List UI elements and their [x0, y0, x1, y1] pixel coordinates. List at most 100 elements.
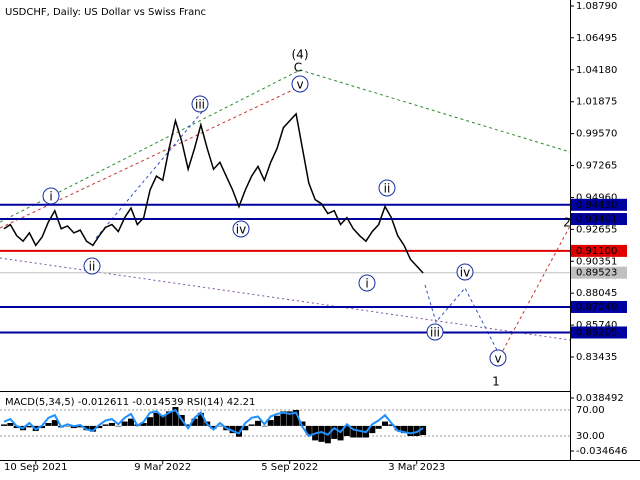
- x-tick-label: 5 Sep 2022: [261, 462, 318, 473]
- level-label: 0.89523: [576, 268, 617, 279]
- macd-bar: [299, 421, 306, 426]
- wave-line: [499, 225, 571, 357]
- macd-bar: [267, 420, 274, 426]
- y-tick-label: 0.94960: [576, 192, 617, 203]
- macd-bar: [420, 425, 427, 436]
- price-series: [3, 112, 424, 274]
- macd-bar: [39, 425, 46, 429]
- macd-bar: [293, 409, 300, 426]
- level-label-bg: [571, 198, 627, 211]
- y-tick-label: 0.99570: [576, 129, 617, 140]
- macd-bar: [96, 425, 103, 429]
- level-label: 0.85205: [576, 327, 617, 338]
- rsi-line: [3, 408, 424, 438]
- macd-bar: [102, 424, 109, 426]
- macd-bar: [318, 425, 325, 442]
- level-label-bg: [571, 244, 627, 257]
- macd-bar: [235, 425, 242, 437]
- macd-bar: [216, 425, 223, 427]
- wave-label: i: [365, 277, 368, 291]
- y-tick-label: 1.06495: [576, 33, 617, 44]
- wave-circle: [291, 75, 309, 93]
- wave-circle: [83, 257, 101, 275]
- macd-bar: [89, 425, 96, 432]
- macd-bar: [140, 422, 147, 426]
- chart-title: USDCHF, Daily: US Dollar vs Swiss Franc: [5, 7, 206, 18]
- indicator-title: MACD(5,34,5) -0.012611 -0.014539 RSI(14)…: [5, 397, 255, 408]
- wave-label: v: [494, 352, 501, 366]
- y-tick-label: 0.90351: [576, 256, 617, 267]
- y-tick-label: 1.08790: [576, 1, 617, 12]
- level-label-bg: [571, 326, 627, 339]
- macd-bar: [115, 425, 122, 427]
- wave-line: [0, 69, 571, 223]
- level-label: 0.94430: [576, 200, 617, 211]
- level-label-bg: [571, 300, 627, 313]
- macd-bar: [210, 425, 217, 429]
- macd-bar: [108, 422, 115, 426]
- wave-circle: [489, 349, 507, 367]
- wave-circle: [456, 263, 474, 281]
- wave-label: iii: [430, 326, 440, 340]
- wave-circle: [191, 95, 209, 113]
- y-tick-label: -0.034646: [576, 446, 627, 457]
- macd-bar: [274, 415, 281, 426]
- wave-circle: [358, 274, 376, 292]
- y-tick-label: 0.85740: [576, 320, 617, 331]
- macd-bar: [197, 412, 204, 426]
- macd-bar: [172, 407, 179, 426]
- y-tick-label: 0.92655: [576, 224, 617, 235]
- y-tick-label: 30.00: [576, 431, 605, 442]
- y-tick-label: 0.97265: [576, 161, 617, 172]
- y-tick-label: 0.83435: [576, 352, 617, 363]
- wave-circle: [426, 323, 444, 341]
- macd-bar: [280, 411, 287, 426]
- level-label-bg: [571, 266, 627, 279]
- x-tick-label: 10 Sep 2021: [4, 462, 67, 473]
- macd-bar: [382, 421, 388, 426]
- macd-bar: [159, 415, 166, 426]
- macd-bar: [64, 425, 71, 427]
- macd-bar: [242, 425, 249, 431]
- macd-bar: [153, 412, 160, 426]
- macd-bar: [350, 425, 357, 438]
- y-tick-label: 0.88045: [576, 288, 617, 299]
- macd-bar: [229, 425, 236, 434]
- wave-circle: [42, 187, 60, 205]
- wave-label: ii: [384, 182, 391, 196]
- macd-bar: [255, 420, 261, 426]
- wave-label: 1: [492, 375, 500, 389]
- macd-bar: [7, 422, 14, 426]
- level-label: 0.91100: [576, 246, 617, 257]
- macd-bar: [83, 425, 90, 431]
- macd-bar: [369, 425, 376, 434]
- macd-bar: [248, 424, 255, 426]
- macd-bar: [45, 422, 52, 426]
- macd-bar: [1, 424, 7, 426]
- level-label: 0.87049: [576, 302, 617, 313]
- macd-bar: [388, 424, 395, 426]
- wave-label: iii: [195, 98, 205, 112]
- wave-circle: [378, 179, 396, 197]
- macd-bar: [166, 411, 173, 426]
- macd-bar: [77, 425, 84, 428]
- macd-bar: [375, 425, 382, 429]
- x-tick-label: 3 Mar 2023: [388, 462, 445, 473]
- wave-circle: [232, 220, 250, 238]
- wave-label: ii: [89, 260, 96, 274]
- wave-line: [424, 284, 501, 357]
- wave-label: i: [49, 190, 52, 204]
- wave-label: (4): [292, 48, 309, 62]
- macd-bar: [407, 425, 414, 437]
- wave-label: iv: [236, 223, 246, 237]
- macd-bar: [147, 417, 154, 426]
- wave-label: iv: [460, 266, 470, 280]
- wave-label: 2: [563, 216, 571, 230]
- macd-bar: [394, 425, 401, 431]
- macd-bar: [26, 425, 33, 428]
- macd-bar: [343, 425, 350, 437]
- y-tick-label: 70.00: [576, 405, 605, 416]
- y-tick-label: 1.04180: [576, 65, 617, 76]
- macd-bar: [121, 421, 128, 426]
